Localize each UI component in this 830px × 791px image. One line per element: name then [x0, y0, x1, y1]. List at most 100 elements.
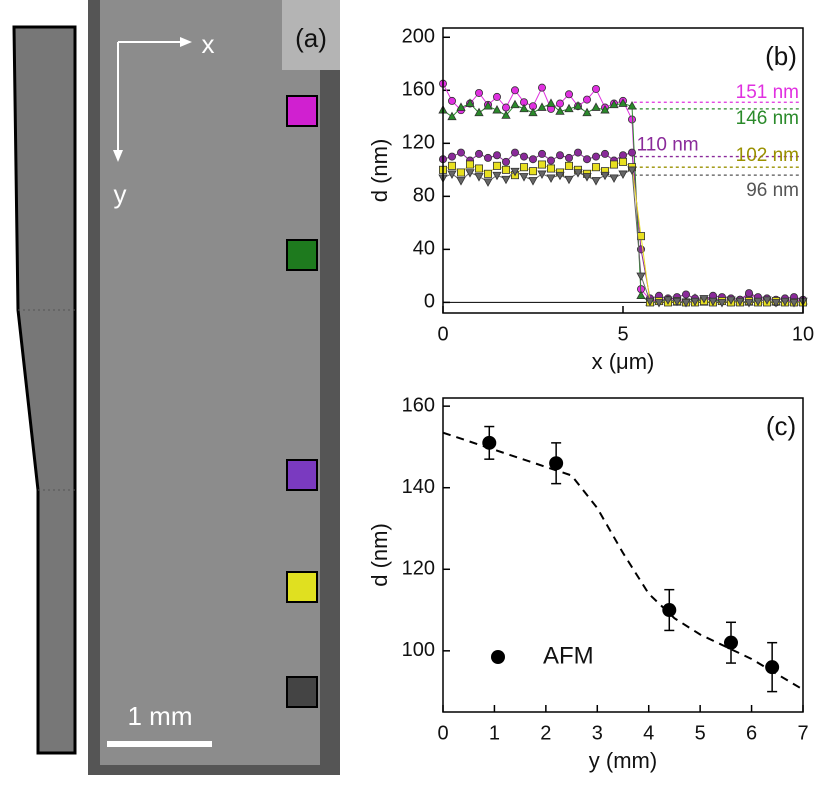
marker — [591, 102, 601, 111]
marker — [636, 290, 646, 300]
marker — [474, 149, 483, 158]
marker — [501, 165, 510, 174]
marker — [492, 161, 501, 170]
reference-label: 102 nm — [736, 145, 799, 166]
reference-label: 146 nm — [736, 108, 799, 129]
marker — [717, 299, 727, 308]
marker — [637, 232, 646, 241]
marker — [628, 115, 637, 124]
marker — [556, 151, 565, 160]
arrowhead — [180, 37, 192, 47]
marker — [529, 167, 538, 176]
spot — [286, 239, 318, 271]
marker — [501, 110, 511, 119]
y-tick-label: 100 — [402, 639, 435, 661]
sample-outline — [12, 25, 77, 755]
marker — [744, 299, 754, 308]
marker — [699, 295, 709, 304]
marker — [510, 86, 519, 95]
marker — [654, 299, 664, 308]
marker — [724, 635, 738, 650]
y-tick-label: 200 — [402, 26, 435, 48]
y-tick-label: 80 — [413, 185, 435, 207]
x-tick-label: 1 — [489, 722, 500, 744]
x-axis-label: y (mm) — [589, 748, 657, 773]
marker — [555, 171, 565, 181]
x-tick-label: 0 — [437, 722, 448, 744]
marker — [474, 107, 484, 117]
label-box — [282, 0, 340, 70]
marker — [483, 153, 492, 162]
y-tick-label: 160 — [402, 394, 435, 416]
marker — [447, 170, 457, 179]
marker — [592, 163, 601, 172]
marker — [627, 101, 637, 110]
marker — [565, 161, 574, 170]
reference-label: 110 nm — [637, 135, 699, 156]
marker — [456, 177, 466, 186]
marker — [447, 96, 456, 105]
marker — [501, 175, 511, 185]
panel-label: (b) — [765, 41, 797, 71]
marker — [546, 98, 556, 107]
marker — [600, 105, 610, 114]
y-tick-label: 40 — [413, 238, 435, 260]
marker — [501, 157, 510, 166]
marker — [447, 152, 456, 161]
marker — [662, 603, 677, 618]
marker — [765, 660, 780, 675]
marker — [609, 174, 619, 183]
panel-label: (a) — [295, 23, 327, 53]
marker — [618, 170, 628, 179]
marker — [547, 156, 556, 165]
marker — [789, 299, 799, 308]
marker — [555, 106, 565, 115]
marker — [549, 456, 564, 471]
reference-label: 96 nm — [746, 180, 799, 201]
plot-frame — [442, 397, 804, 713]
marker — [519, 103, 529, 113]
marker — [537, 170, 547, 179]
marker — [682, 290, 691, 299]
marker — [564, 103, 574, 113]
marker — [573, 169, 583, 178]
x-tick-label: 2 — [540, 722, 551, 744]
marker — [538, 149, 547, 158]
marker — [492, 151, 501, 160]
fit-line — [443, 431, 803, 691]
marker — [574, 148, 583, 157]
marker — [745, 289, 754, 298]
series-line — [443, 102, 803, 303]
marker — [619, 151, 628, 160]
panel-a: (a) x y 1 mm — [12, 0, 340, 775]
marker — [510, 148, 519, 157]
plot-frame — [442, 27, 804, 314]
marker — [645, 297, 655, 307]
y-tick-label: 0 — [424, 291, 435, 313]
marker — [600, 171, 610, 181]
scale-label: 1 mm — [128, 701, 193, 731]
marker — [547, 164, 556, 173]
reference-label: 151 nm — [736, 82, 799, 103]
marker — [609, 99, 619, 109]
y-tick-label: 120 — [402, 558, 435, 580]
panel-label: (c) — [766, 411, 796, 441]
y-tick-label: 160 — [402, 79, 435, 101]
marker — [628, 148, 637, 157]
marker — [519, 173, 529, 182]
marker — [726, 296, 736, 305]
marker — [447, 111, 457, 121]
marker — [456, 102, 466, 111]
marker — [619, 157, 628, 166]
marker — [708, 297, 718, 307]
marker — [690, 297, 700, 307]
marker — [483, 178, 493, 187]
marker — [538, 160, 547, 169]
marker — [573, 101, 583, 110]
marker — [501, 103, 510, 112]
x-tick-label: 6 — [746, 722, 757, 744]
marker — [556, 99, 565, 108]
spot — [286, 676, 318, 708]
arrowhead — [113, 150, 123, 162]
